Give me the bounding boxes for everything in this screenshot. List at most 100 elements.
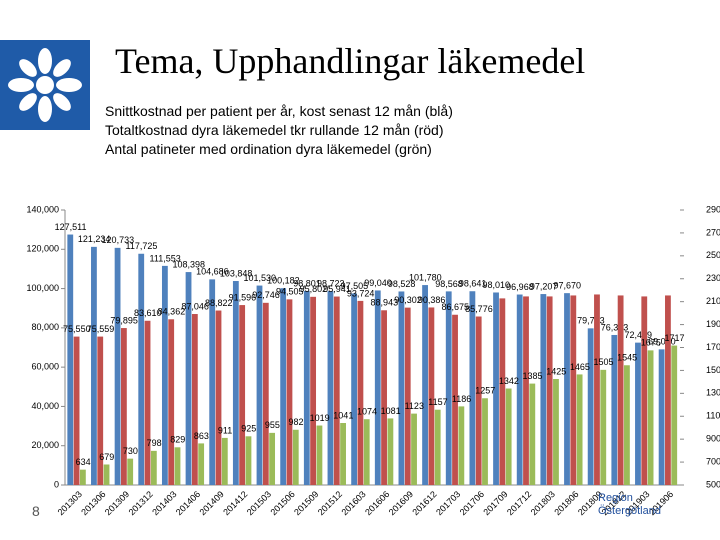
- bar: [398, 291, 405, 485]
- data-label: 911: [218, 425, 232, 435]
- data-label: 120,733: [102, 235, 135, 245]
- bar: [594, 294, 600, 485]
- bar: [310, 296, 317, 485]
- bar: [191, 314, 198, 485]
- x-tick-label: 201303: [56, 489, 84, 517]
- bar: [286, 299, 293, 485]
- subtitle-line: Snittkostnad per patient per år, kost se…: [105, 103, 453, 119]
- data-label: 101,780: [409, 272, 442, 282]
- bar: [482, 398, 488, 485]
- y2-tick-label: 1300: [706, 388, 720, 398]
- bar: [239, 305, 246, 485]
- bar: [245, 436, 252, 485]
- x-tick-label: 201703: [434, 489, 462, 517]
- data-label: 98,723: [317, 278, 345, 288]
- y2-tick-label: 2500: [706, 250, 720, 260]
- data-label: 91,596: [229, 292, 257, 302]
- bar: [445, 291, 452, 485]
- data-label: 92,746: [252, 290, 280, 300]
- bar: [499, 298, 506, 485]
- bar: [168, 319, 175, 485]
- data-label: 98,568: [435, 279, 463, 289]
- x-tick-label: 201409: [198, 489, 226, 517]
- x-tick-label: 201509: [292, 489, 320, 517]
- data-label: 79,895: [110, 315, 138, 325]
- data-label: 86,675: [442, 302, 470, 312]
- subtitle-line: Totaltkostnad dyra läkemedel tkr rulland…: [105, 122, 444, 138]
- x-tick-label: 201709: [481, 489, 509, 517]
- data-label: 1675: [641, 338, 661, 348]
- x-tick-label: 201512: [316, 489, 344, 517]
- bar: [570, 295, 577, 485]
- data-label: 1019: [310, 413, 330, 423]
- x-tick-label: 201606: [363, 489, 391, 517]
- bar: [493, 292, 499, 485]
- bar: [232, 281, 239, 485]
- slide-number: 8: [32, 503, 40, 519]
- data-label: 97,505: [341, 281, 369, 291]
- subtitle: Snittkostnad per patient per år, kost se…: [105, 102, 453, 159]
- x-tick-label: 201803: [529, 489, 557, 517]
- data-label: 69,050: [648, 337, 676, 347]
- bar: [553, 379, 559, 485]
- bar: [73, 336, 80, 485]
- x-tick-label: 201712: [505, 489, 533, 517]
- bar: [516, 294, 523, 485]
- organization: Region Östergötland: [598, 492, 661, 518]
- bar: [411, 413, 417, 485]
- data-label: 79,743: [577, 316, 605, 326]
- x-tick-label: 201312: [127, 489, 155, 517]
- data-label: 1157: [428, 397, 447, 407]
- data-label: 925: [241, 424, 256, 434]
- data-label: 88,943: [371, 298, 399, 308]
- bar: [97, 336, 104, 485]
- data-label: 1257: [475, 386, 495, 396]
- bar: [91, 246, 97, 485]
- bar: [327, 291, 334, 485]
- x-tick-label: 201306: [79, 489, 107, 517]
- bar: [505, 388, 512, 485]
- bar: [452, 314, 458, 485]
- data-label: 1074: [357, 407, 377, 417]
- bar: [458, 406, 465, 485]
- bar: [671, 345, 678, 485]
- bar: [647, 350, 654, 485]
- x-tick-label: 201412: [221, 489, 249, 517]
- bar: [138, 253, 145, 485]
- data-label: 127,511: [55, 222, 87, 232]
- data-label: 90,386: [418, 295, 446, 305]
- data-label: 1425: [546, 366, 566, 376]
- bar: [256, 285, 263, 485]
- bar: [198, 443, 205, 485]
- data-label: 1123: [405, 401, 424, 411]
- data-label: 95,802: [300, 284, 328, 294]
- data-label: 108,398: [173, 259, 206, 269]
- data-label: 1545: [617, 353, 637, 363]
- bar: [333, 296, 340, 485]
- bar: [587, 328, 594, 485]
- data-label: 1465: [570, 362, 590, 372]
- data-label: 97,207: [530, 281, 558, 291]
- x-tick-label: 201612: [410, 489, 438, 517]
- bar: [174, 447, 181, 485]
- data-label: 85,776: [465, 304, 493, 314]
- bar: [387, 418, 394, 485]
- bar: [120, 328, 127, 485]
- data-label: 96,968: [506, 282, 534, 292]
- bar: [635, 342, 641, 485]
- x-tick-label: 201609: [387, 489, 415, 517]
- bar: [303, 290, 310, 485]
- data-label: 982: [289, 417, 304, 427]
- data-label: 94,505: [276, 287, 304, 297]
- y2-tick-label: 1700: [706, 342, 720, 352]
- y-tick-label: 100,000: [26, 283, 59, 293]
- org-line: Region: [598, 492, 633, 504]
- data-label: 634: [76, 457, 91, 467]
- bar: [340, 423, 346, 485]
- bar: [185, 272, 192, 485]
- bar: [624, 365, 630, 485]
- bar: [67, 234, 74, 485]
- data-label: 93,724: [347, 288, 375, 298]
